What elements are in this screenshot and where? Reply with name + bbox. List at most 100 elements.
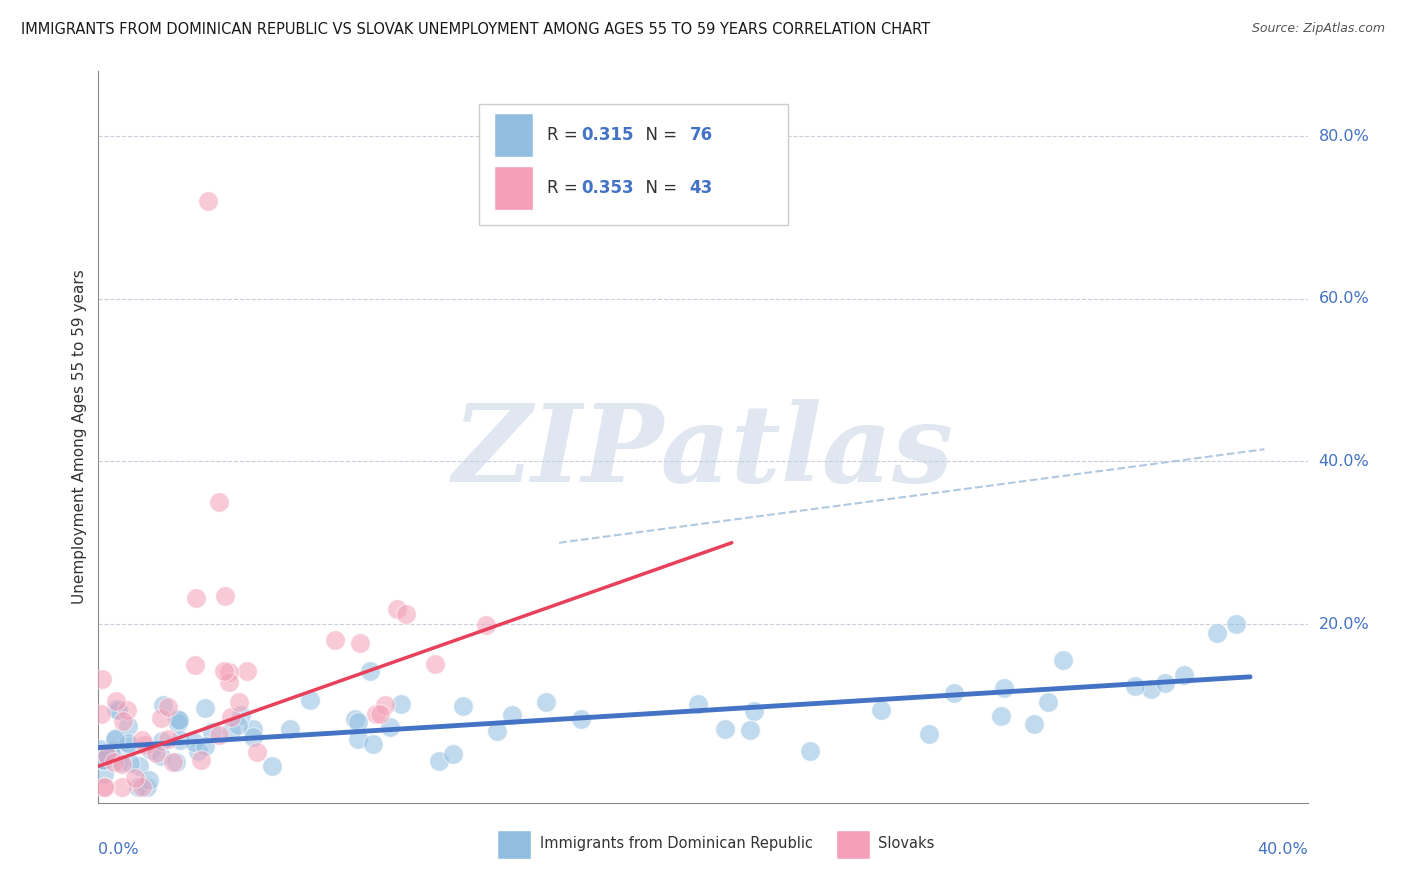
Point xyxy=(242,723,264,737)
Point xyxy=(325,633,347,648)
Point xyxy=(183,734,205,748)
Point xyxy=(157,700,180,714)
Point xyxy=(187,744,209,758)
Point xyxy=(212,664,235,678)
Point xyxy=(115,703,138,717)
Point xyxy=(228,695,250,709)
Point xyxy=(368,706,391,721)
Text: N =: N = xyxy=(636,178,683,196)
Point xyxy=(100,747,122,761)
Point xyxy=(89,742,111,756)
Point xyxy=(738,723,761,737)
Point xyxy=(96,747,118,762)
Point xyxy=(166,712,188,726)
Point xyxy=(990,709,1012,723)
Point xyxy=(156,732,179,747)
Point xyxy=(942,686,965,700)
FancyBboxPatch shape xyxy=(479,104,787,225)
FancyBboxPatch shape xyxy=(498,830,531,859)
Point xyxy=(162,755,184,769)
Point xyxy=(219,723,242,738)
Point xyxy=(93,780,115,794)
Point xyxy=(569,712,592,726)
Point xyxy=(799,744,821,758)
Point xyxy=(96,749,118,764)
Point xyxy=(108,755,131,769)
Point xyxy=(485,724,508,739)
Point xyxy=(149,711,172,725)
Point xyxy=(103,756,125,770)
Point xyxy=(91,672,114,686)
Point xyxy=(150,734,173,748)
Point xyxy=(236,664,259,678)
Point xyxy=(208,728,231,742)
Text: 0.315: 0.315 xyxy=(581,126,633,144)
Point xyxy=(131,780,153,794)
Point xyxy=(363,738,385,752)
Text: Slovaks: Slovaks xyxy=(879,836,935,851)
Text: R =: R = xyxy=(547,178,583,196)
Point xyxy=(742,704,765,718)
Point xyxy=(101,751,124,765)
Point xyxy=(117,736,139,750)
Point xyxy=(395,607,418,621)
Point xyxy=(117,719,139,733)
Point xyxy=(869,703,891,717)
Point xyxy=(1123,679,1146,693)
Point xyxy=(112,714,135,729)
Point xyxy=(226,717,249,731)
Point xyxy=(90,706,112,721)
Text: Immigrants from Dominican Republic: Immigrants from Dominican Republic xyxy=(540,836,813,851)
Point xyxy=(107,703,129,717)
Point xyxy=(111,756,134,771)
Point xyxy=(347,732,370,747)
Y-axis label: Unemployment Among Ages 55 to 59 years: Unemployment Among Ages 55 to 59 years xyxy=(72,269,87,605)
Point xyxy=(918,727,941,741)
Point xyxy=(359,664,381,678)
Point xyxy=(194,739,217,753)
Text: N =: N = xyxy=(636,126,683,144)
Point xyxy=(1052,653,1074,667)
Point xyxy=(127,780,149,794)
Point xyxy=(214,589,236,603)
Point xyxy=(134,738,156,752)
Point xyxy=(387,602,409,616)
Point xyxy=(453,698,475,713)
Text: 80.0%: 80.0% xyxy=(1319,128,1369,144)
Point xyxy=(91,752,114,766)
Point xyxy=(124,772,146,786)
Text: ZIPatlas: ZIPatlas xyxy=(453,399,953,505)
Point xyxy=(145,746,167,760)
Point xyxy=(1153,675,1175,690)
Point xyxy=(169,733,191,747)
Point xyxy=(246,746,269,760)
Point xyxy=(993,681,1015,695)
Text: 76: 76 xyxy=(690,126,713,144)
Point xyxy=(103,731,125,746)
Point xyxy=(441,747,464,762)
Point xyxy=(501,707,523,722)
Text: IMMIGRANTS FROM DOMINICAN REPUBLIC VS SLOVAK UNEMPLOYMENT AMONG AGES 55 TO 59 YE: IMMIGRANTS FROM DOMINICAN REPUBLIC VS SL… xyxy=(21,22,931,37)
Point xyxy=(475,617,498,632)
Text: 40.0%: 40.0% xyxy=(1257,842,1308,856)
Text: 20.0%: 20.0% xyxy=(1319,616,1369,632)
Point xyxy=(184,657,207,672)
Point xyxy=(347,714,370,729)
Point xyxy=(425,657,447,671)
Point xyxy=(186,591,208,606)
Point xyxy=(378,720,401,734)
Point xyxy=(111,780,134,794)
Text: 40.0%: 40.0% xyxy=(1319,454,1369,469)
Point xyxy=(1022,717,1045,731)
Point xyxy=(118,739,141,754)
Point xyxy=(231,708,253,723)
FancyBboxPatch shape xyxy=(494,166,533,210)
Text: 60.0%: 60.0% xyxy=(1319,292,1369,307)
Point xyxy=(1139,681,1161,696)
Point xyxy=(427,754,450,768)
Point xyxy=(93,767,115,781)
Point xyxy=(374,698,396,712)
Point xyxy=(94,780,117,794)
Point xyxy=(152,698,174,713)
Point xyxy=(299,693,322,707)
